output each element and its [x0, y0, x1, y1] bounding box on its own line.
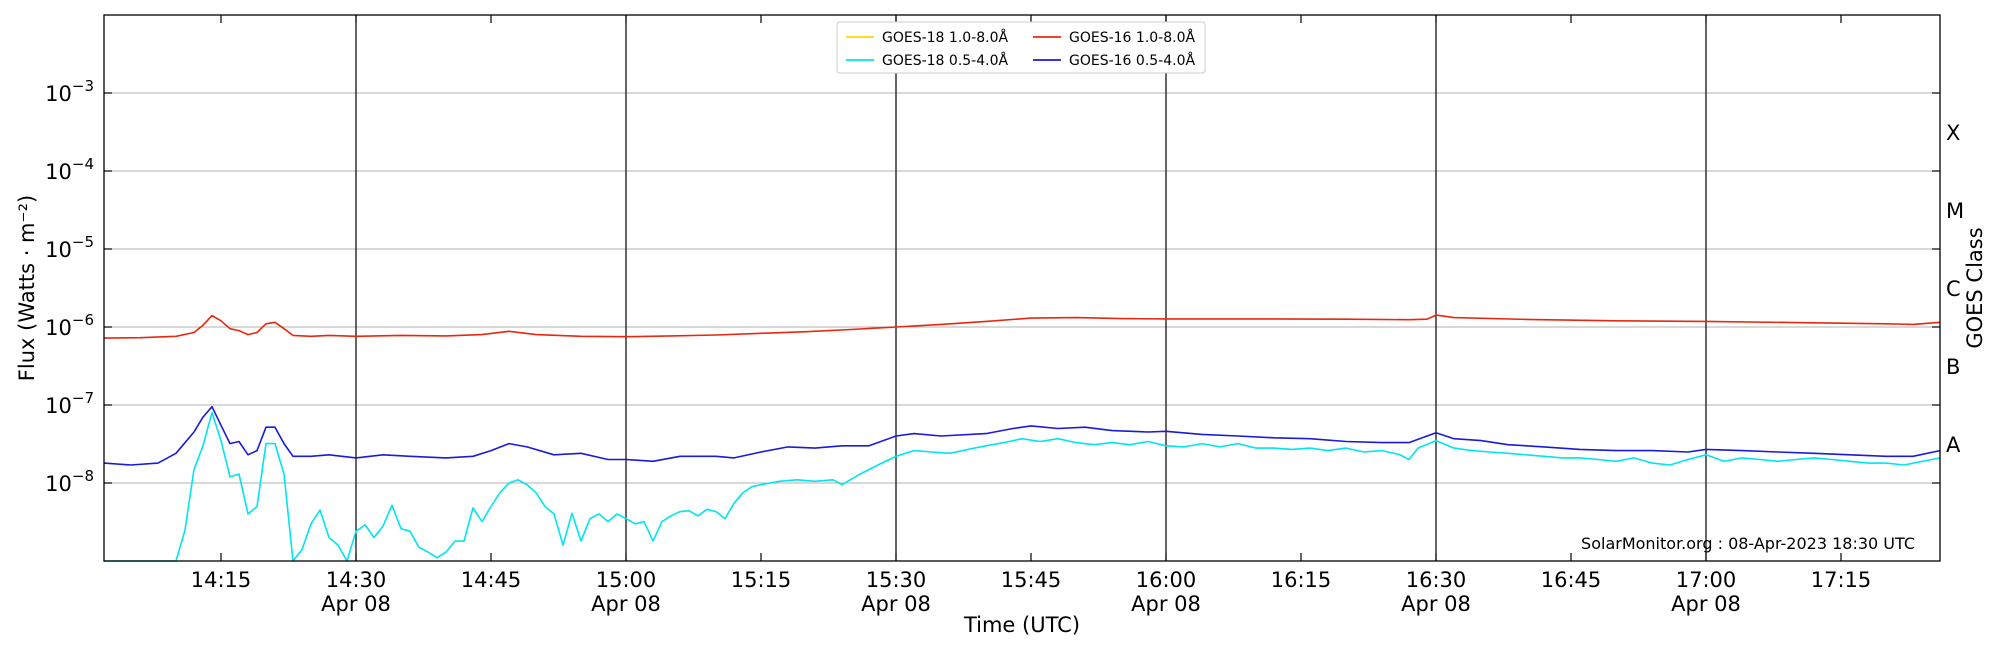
- x-tick-date-label: Apr 08: [1401, 592, 1471, 616]
- y-axis-label: Flux (Watts · m⁻²): [15, 195, 39, 381]
- y-tick-label: 10−7: [45, 389, 94, 418]
- legend-item: GOES-16 1.0-8.0Å: [1033, 29, 1195, 46]
- y-tick-exponent: −6: [72, 311, 94, 329]
- x-tick-label: 16:00: [1136, 568, 1197, 592]
- y-tick-base: 10: [45, 316, 72, 340]
- x-tick-date-label: Apr 08: [321, 592, 391, 616]
- goes-class-label: X: [1946, 121, 1960, 145]
- goes-class-label: B: [1946, 355, 1960, 379]
- legend-label: GOES-16 1.0-8.0Å: [1069, 29, 1195, 46]
- x-tick-label: 14:30: [326, 568, 387, 592]
- x-tick-date-label: Apr 08: [861, 592, 931, 616]
- legend-label: GOES-18 1.0-8.0Å: [882, 29, 1008, 46]
- x-axis-label: Time (UTC): [963, 613, 1080, 637]
- y-tick-base: 10: [45, 82, 72, 106]
- y-tick-base: 10: [45, 394, 72, 418]
- y-tick-label: 10−3: [45, 77, 94, 106]
- y-tick-label: 10−5: [45, 233, 94, 262]
- legend: GOES-18 1.0-8.0Å GOES-18 0.5-4.0Å GOES-16 …: [836, 21, 1206, 74]
- x-tick-label: 16:15: [1271, 568, 1332, 592]
- y-tick-base: 10: [45, 238, 72, 262]
- goes-class-labels: A B C M X: [1946, 121, 1964, 457]
- y2-axis-label: GOES Class: [1963, 227, 1987, 348]
- legend-label: GOES-18 0.5-4.0Å: [882, 52, 1008, 69]
- series-lines: [103, 314, 1941, 562]
- x-tick-date-label: Apr 08: [1671, 592, 1741, 616]
- y-tick-base: 10: [45, 472, 72, 496]
- goes-class-label: A: [1946, 433, 1961, 457]
- x-tick-label: 15:30: [866, 568, 927, 592]
- x-tick-label: 15:45: [1001, 568, 1062, 592]
- legend-item: GOES-18 1.0-8.0Å: [846, 29, 1008, 46]
- y-tick-label: 10−8: [45, 467, 94, 496]
- watermark-annotation: SolarMonitor.org : 08-Apr-2023 18:30 UTC: [1581, 534, 1915, 553]
- series-line-3: [103, 405, 1941, 466]
- x-tick-label: 14:45: [461, 568, 522, 592]
- y-tick-exponent: −7: [72, 389, 94, 407]
- x-tick-label: 16:30: [1406, 568, 1467, 592]
- series-line-1: [104, 411, 1941, 562]
- x-tick-label: 17:00: [1676, 568, 1737, 592]
- y-tick-label: 10−6: [45, 311, 94, 340]
- y-tick-exponent: −8: [72, 467, 94, 485]
- goes-class-label: C: [1946, 277, 1961, 301]
- x-tick-label: 17:15: [1811, 568, 1872, 592]
- legend-box: [836, 21, 1206, 74]
- goes-class-label: M: [1946, 199, 1964, 223]
- y-tick-exponent: −3: [72, 77, 94, 95]
- y-tick-exponent: −5: [72, 233, 94, 251]
- legend-item: GOES-18 0.5-4.0Å: [846, 52, 1008, 69]
- y-tick-label: 10−4: [45, 155, 94, 184]
- x-tick-label: 16:45: [1541, 568, 1602, 592]
- x-tick-date-label: Apr 08: [591, 592, 661, 616]
- x-tick-label: 14:15: [191, 568, 252, 592]
- y-tick-exponent: −4: [72, 155, 94, 173]
- x-tick-label: 15:00: [596, 568, 657, 592]
- y-tick-base: 10: [45, 160, 72, 184]
- series-line-2: [103, 314, 1941, 339]
- y-axis-ticks: 10−810−710−610−510−410−3: [45, 77, 1940, 496]
- day-lines: [355, 15, 1707, 561]
- legend-label: GOES-16 0.5-4.0Å: [1069, 52, 1195, 69]
- plot-frame: [103, 14, 1941, 562]
- legend-item: GOES-16 0.5-4.0Å: [1033, 52, 1195, 69]
- x-tick-label: 15:15: [731, 568, 792, 592]
- gridlines: [104, 92, 1940, 484]
- x-tick-date-label: Apr 08: [1131, 592, 1201, 616]
